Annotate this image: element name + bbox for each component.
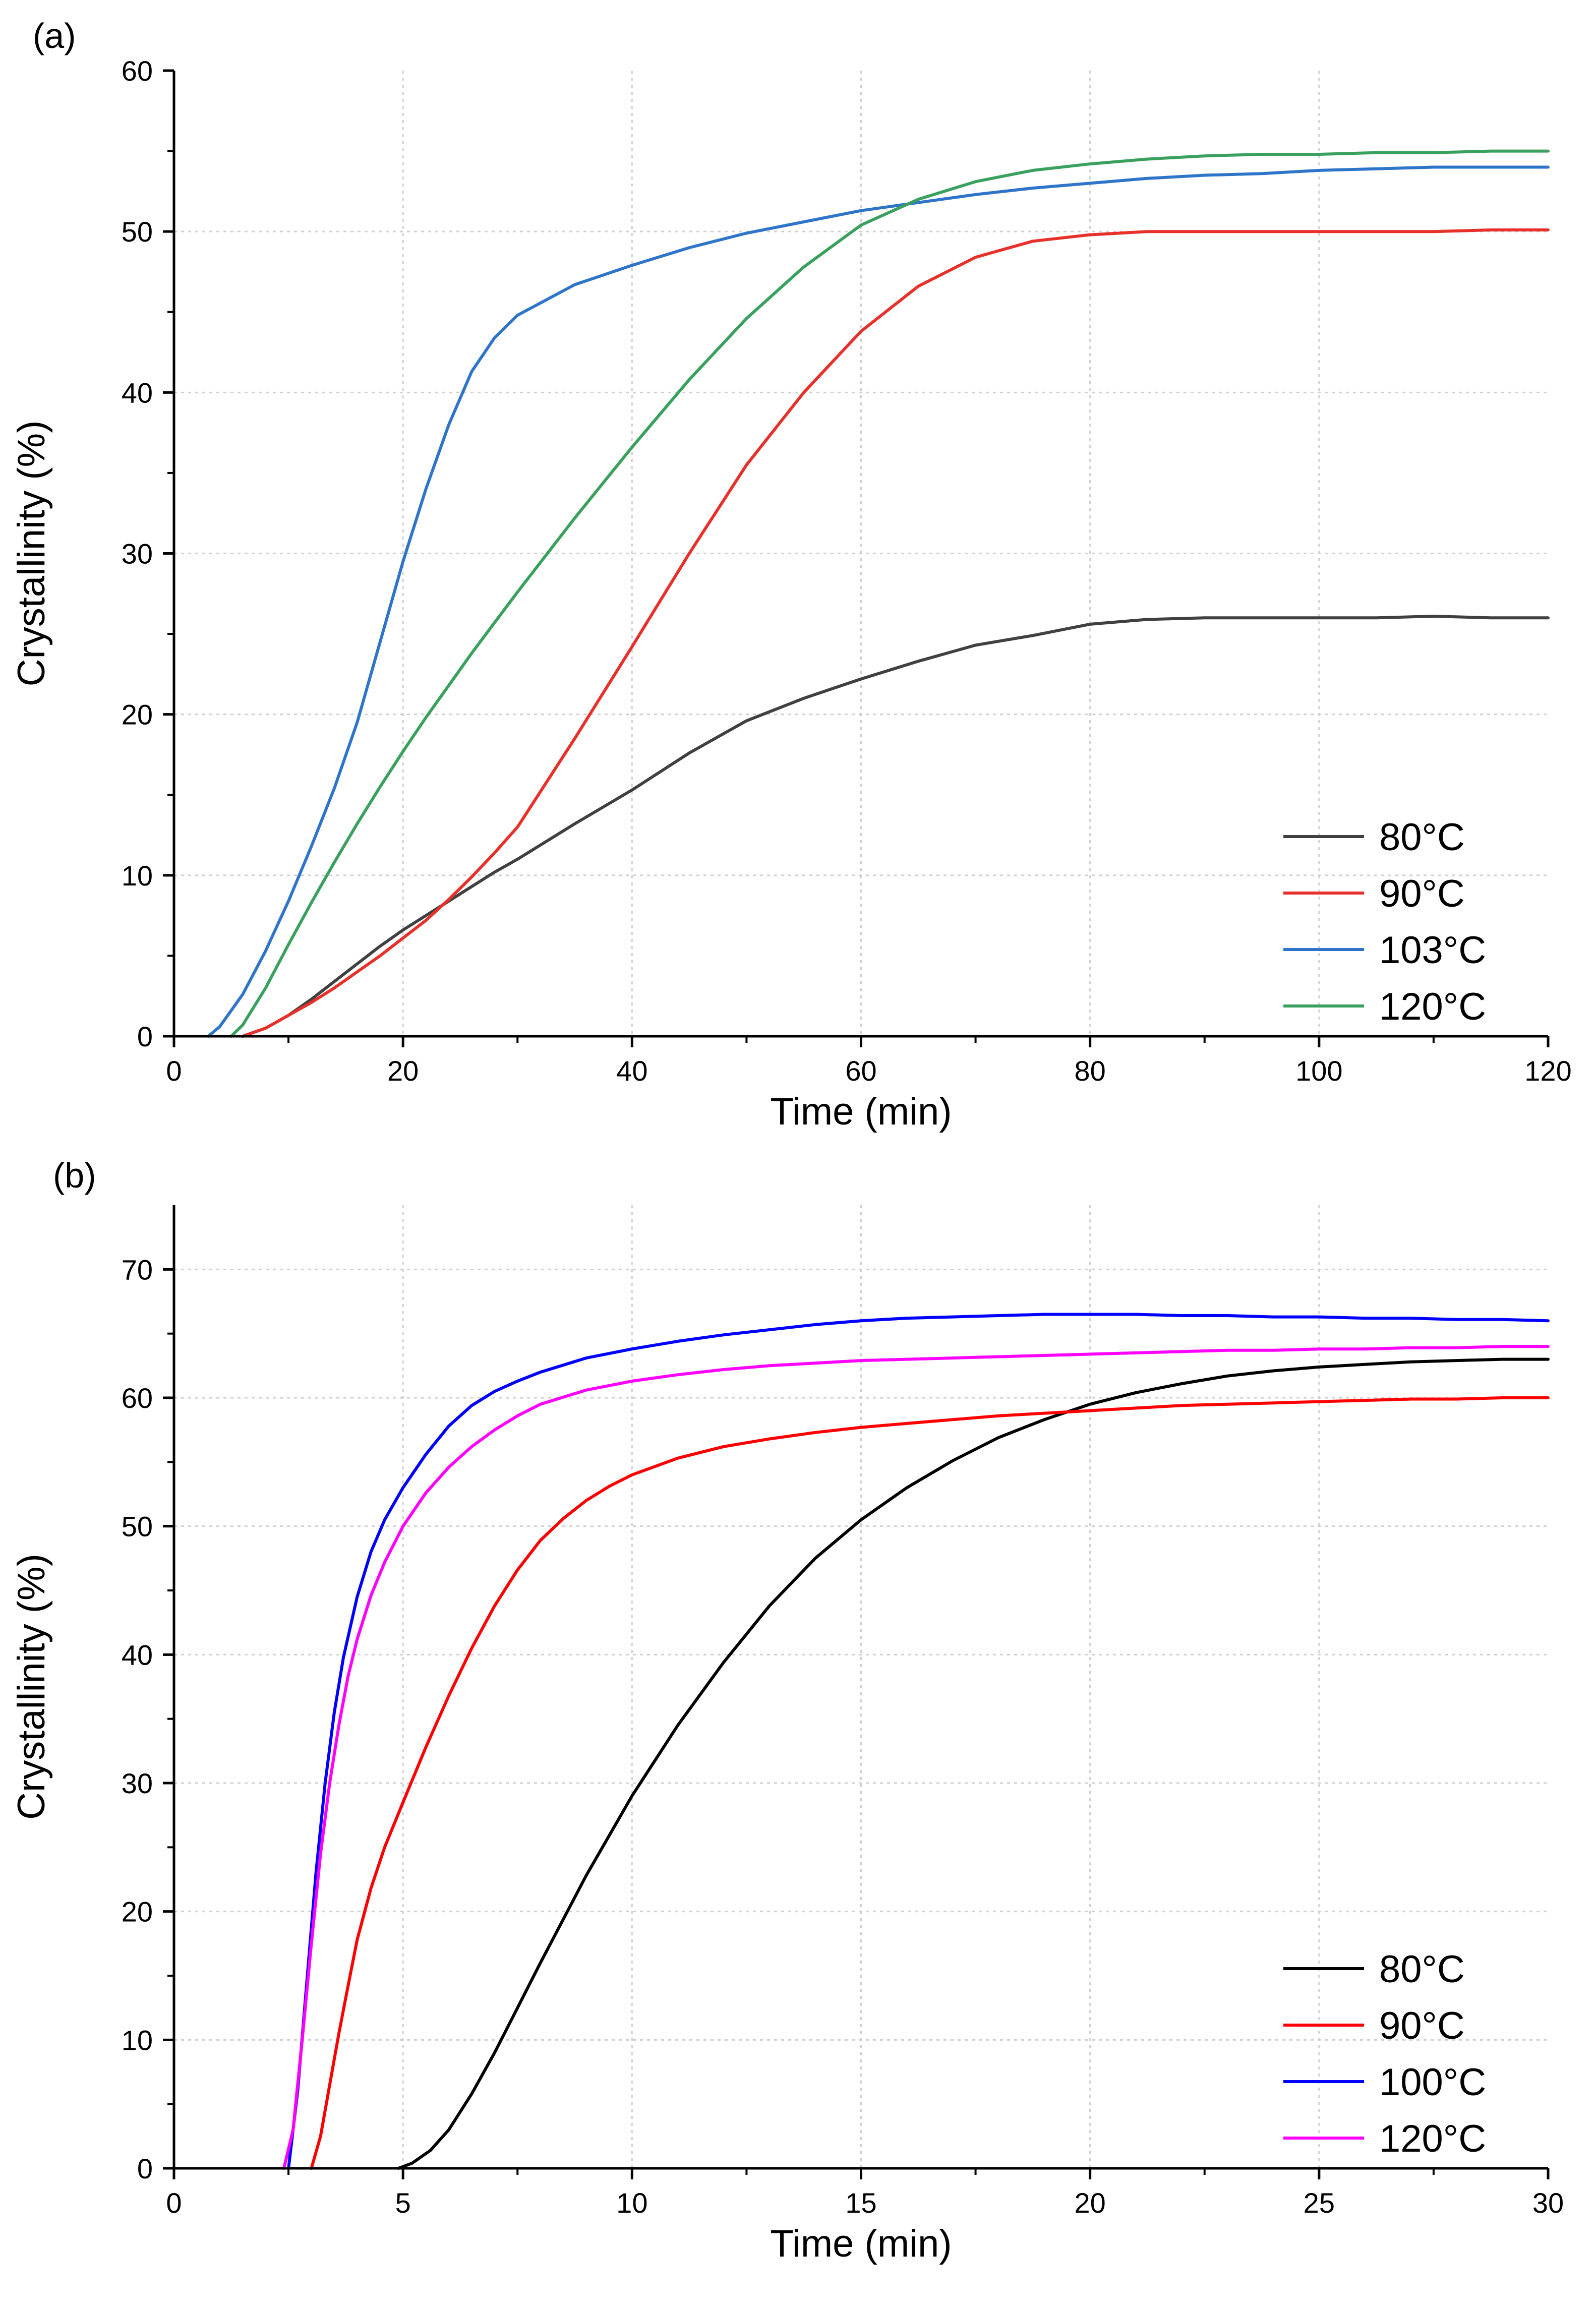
series-line-103c bbox=[207, 165, 1550, 1038]
y-tick-label: 20 bbox=[122, 1896, 153, 1928]
y-axis-title: Crystallinity (%) bbox=[10, 421, 53, 687]
x-axis-title: Time (min) bbox=[770, 2222, 952, 2265]
y-tick-label: 70 bbox=[122, 1254, 153, 1285]
y-tick-label: 50 bbox=[122, 1511, 153, 1543]
y-tick-label: 40 bbox=[122, 377, 153, 408]
legend-label: 80°C bbox=[1379, 816, 1465, 859]
y-tick-label: 30 bbox=[122, 538, 153, 570]
legend-label: 120°C bbox=[1379, 985, 1486, 1028]
y-tick-label: 10 bbox=[122, 2024, 153, 2056]
x-tick-label: 80 bbox=[1075, 1055, 1106, 1087]
series-line-80c bbox=[397, 1357, 1550, 2170]
x-tick-label: 40 bbox=[616, 1055, 647, 1087]
x-tick-label: 0 bbox=[166, 2187, 182, 2219]
x-tick-label: 100 bbox=[1295, 1055, 1342, 1087]
series-line-100c bbox=[287, 1313, 1550, 2170]
y-tick-label: 0 bbox=[137, 2153, 153, 2184]
x-tick-label: 120 bbox=[1524, 1055, 1571, 1087]
chart-panel-b: 0 5 10 15 20 25 30 0 10 20 30 40 50 60 70 Time (min) Cry… bbox=[10, 1156, 1564, 2265]
x-tick-label: 5 bbox=[395, 2187, 411, 2219]
legend-label: 100°C bbox=[1379, 2061, 1486, 2104]
y-tick-label: 0 bbox=[137, 1021, 153, 1052]
legend-label: 103°C bbox=[1379, 929, 1486, 972]
legend-label: 120°C bbox=[1379, 2117, 1486, 2160]
series-line-90c bbox=[241, 228, 1550, 1038]
x-tick-label: 15 bbox=[845, 2187, 876, 2219]
y-tick-label: 30 bbox=[122, 1767, 153, 1799]
x-axis-title: Time (min) bbox=[770, 1090, 952, 1133]
x-tick-label: 60 bbox=[845, 1055, 876, 1087]
y-tick-label: 20 bbox=[122, 699, 153, 731]
legend-label: 80°C bbox=[1379, 1948, 1465, 1991]
x-tick-label: 30 bbox=[1532, 2187, 1564, 2219]
panel-label: (a) bbox=[33, 16, 76, 55]
panel-label: (b) bbox=[53, 1156, 96, 1195]
y-tick-label: 60 bbox=[122, 55, 153, 87]
x-tick-label: 10 bbox=[616, 2187, 647, 2219]
y-tick-label: 60 bbox=[122, 1382, 153, 1414]
y-tick-label: 40 bbox=[122, 1639, 153, 1671]
y-axis-title: Crystallinity (%) bbox=[10, 1554, 53, 1820]
series-line-80c bbox=[241, 615, 1550, 1038]
series-line-120c bbox=[282, 1345, 1550, 2170]
y-tick-label: 50 bbox=[122, 216, 153, 248]
x-tick-label: 25 bbox=[1304, 2187, 1335, 2219]
series-line-90c bbox=[310, 1396, 1550, 2170]
series-line-120c bbox=[229, 149, 1550, 1038]
x-tick-label: 20 bbox=[1075, 2187, 1106, 2219]
x-tick-label: 0 bbox=[166, 1055, 182, 1087]
legend-label: 90°C bbox=[1379, 2004, 1465, 2047]
x-tick-label: 20 bbox=[387, 1055, 419, 1087]
legend-label: 90°C bbox=[1379, 872, 1465, 915]
y-tick-label: 10 bbox=[122, 860, 153, 892]
